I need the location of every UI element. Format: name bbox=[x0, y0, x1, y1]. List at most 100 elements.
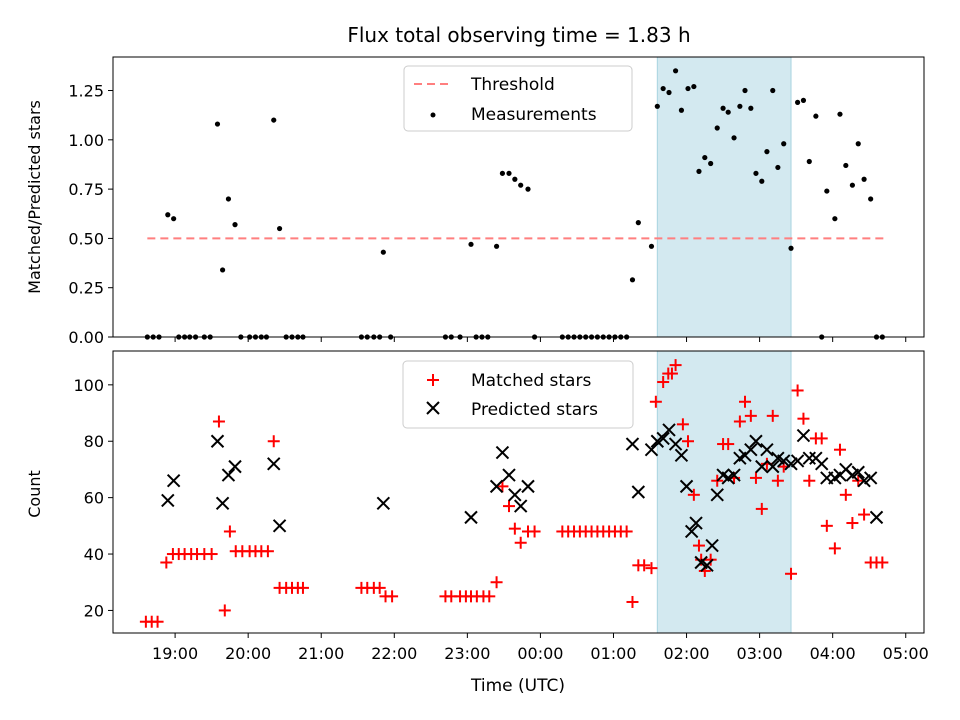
measurement-point bbox=[629, 277, 636, 283]
legend-threshold-label: Threshold bbox=[470, 75, 555, 95]
matched-star-point bbox=[749, 471, 762, 484]
matched-star-point bbox=[503, 500, 516, 513]
predicted-star-point bbox=[502, 468, 516, 482]
measurement-point bbox=[824, 188, 830, 194]
measurement-point bbox=[737, 103, 743, 109]
matched-star-point bbox=[212, 415, 225, 428]
matched-star-point bbox=[160, 556, 173, 569]
top-axes-frame bbox=[112, 56, 925, 338]
matched-star-point bbox=[386, 590, 399, 603]
predicted-star-point bbox=[689, 516, 703, 530]
bottom-legend: Matched stars Predicted stars bbox=[402, 360, 634, 429]
matched-star-point bbox=[638, 559, 651, 572]
measurement-point bbox=[276, 225, 283, 232]
x-tick-label: 05:00 bbox=[883, 644, 929, 663]
predicted-star-point bbox=[662, 423, 676, 437]
predicted-star-point bbox=[508, 488, 522, 502]
measurement-point bbox=[518, 182, 524, 188]
measurement-point bbox=[214, 121, 221, 127]
predicted-star-point bbox=[495, 445, 510, 460]
matched-star-point bbox=[261, 545, 274, 558]
predicted-star-point bbox=[521, 479, 535, 494]
x-tick-label: 21:00 bbox=[298, 644, 344, 663]
matched-star-point bbox=[490, 576, 503, 589]
matched-star-point bbox=[682, 435, 695, 448]
matched-star-point bbox=[669, 359, 682, 372]
predicted-star-point bbox=[166, 474, 181, 488]
top-panel: 0.00 0.25 0.50 0.75 1.00 1.25 Matched/Predict… bbox=[25, 56, 925, 347]
matched-star-point bbox=[771, 474, 784, 487]
measurement-point bbox=[731, 135, 737, 141]
predicted-star-point bbox=[710, 488, 724, 502]
measurement-point bbox=[654, 103, 660, 109]
measurement-point bbox=[219, 267, 226, 273]
predicted-star-point bbox=[705, 538, 719, 553]
top-ylabel: Matched/Predicted stars bbox=[25, 100, 44, 294]
x-tick-label: 20:00 bbox=[225, 644, 271, 663]
bottom-matched-stars bbox=[139, 359, 889, 628]
matched-star-point bbox=[645, 562, 658, 575]
predicted-star-point bbox=[815, 457, 829, 471]
matched-star-point bbox=[858, 508, 871, 521]
matched-star-point bbox=[514, 536, 527, 549]
matched-star-point bbox=[791, 384, 804, 397]
measurement-point bbox=[499, 170, 506, 176]
matched-star-point bbox=[738, 395, 751, 408]
predicted-star-point bbox=[631, 485, 646, 499]
predicted-star-point bbox=[272, 519, 287, 533]
predicted-star-point bbox=[489, 479, 504, 494]
matched-star-point bbox=[649, 395, 662, 408]
predicted-star-point bbox=[513, 499, 528, 513]
top-y-tick-label: 0.75 bbox=[68, 180, 104, 199]
measurement-point bbox=[271, 117, 277, 123]
measurement-point bbox=[232, 222, 238, 228]
measurement-point bbox=[753, 170, 759, 176]
measurement-point bbox=[666, 89, 672, 96]
predicted-star-point bbox=[760, 442, 774, 457]
measurement-point bbox=[380, 249, 386, 255]
top-x-ticks bbox=[174, 337, 907, 342]
measurement-point bbox=[696, 168, 702, 174]
predicted-star-point bbox=[215, 496, 230, 510]
bottom-y-tick-label: 60 bbox=[84, 489, 104, 508]
matched-star-point bbox=[151, 615, 164, 628]
x-tick-label: 19:00 bbox=[152, 644, 198, 663]
matched-star-point bbox=[785, 567, 798, 580]
matched-star-point bbox=[296, 581, 309, 594]
measurement-point bbox=[795, 99, 801, 105]
measurement-point bbox=[806, 158, 812, 165]
predicted-star-point bbox=[766, 459, 780, 474]
measurement-point bbox=[702, 154, 708, 161]
x-tick-label: 01:00 bbox=[590, 644, 636, 663]
predicted-star-point bbox=[376, 496, 391, 510]
top-measurements bbox=[144, 68, 885, 340]
matched-star-point bbox=[620, 525, 633, 538]
top-y-tick-label: 1.25 bbox=[68, 82, 104, 101]
matched-star-point bbox=[820, 519, 833, 532]
predicted-star-point bbox=[684, 524, 699, 539]
bottom-panel: 20 40 60 80 100 19:00 20:00 21:00 22:00 23:00 00:… bbox=[25, 350, 929, 696]
matched-star-point bbox=[657, 376, 670, 389]
x-tick-label: 23:00 bbox=[444, 644, 490, 663]
legend-predicted-swatch bbox=[426, 401, 440, 415]
predicted-star-point bbox=[802, 451, 816, 465]
measurement-point bbox=[720, 105, 726, 111]
measurement-point bbox=[635, 220, 641, 226]
measurement-point bbox=[493, 243, 500, 249]
predicted-star-point bbox=[851, 465, 865, 479]
predicted-star-point bbox=[790, 454, 805, 468]
matched-star-point bbox=[687, 488, 700, 501]
matched-star-point bbox=[692, 539, 705, 552]
measurement-point bbox=[691, 83, 697, 90]
measurement-point bbox=[506, 170, 512, 176]
matched-star-point bbox=[828, 542, 841, 555]
bottom-shaded-region bbox=[656, 350, 792, 634]
measurement-point bbox=[672, 68, 679, 74]
top-legend: Threshold Measurements bbox=[403, 65, 633, 132]
measurement-point bbox=[781, 141, 787, 147]
bottom-x-ticks: 19:00 20:00 21:00 22:00 23:00 00:00 01:00 02:00… bbox=[152, 633, 929, 663]
predicted-star-point bbox=[749, 434, 763, 448]
top-shaded-region bbox=[656, 56, 792, 338]
measurement-point bbox=[759, 178, 765, 184]
